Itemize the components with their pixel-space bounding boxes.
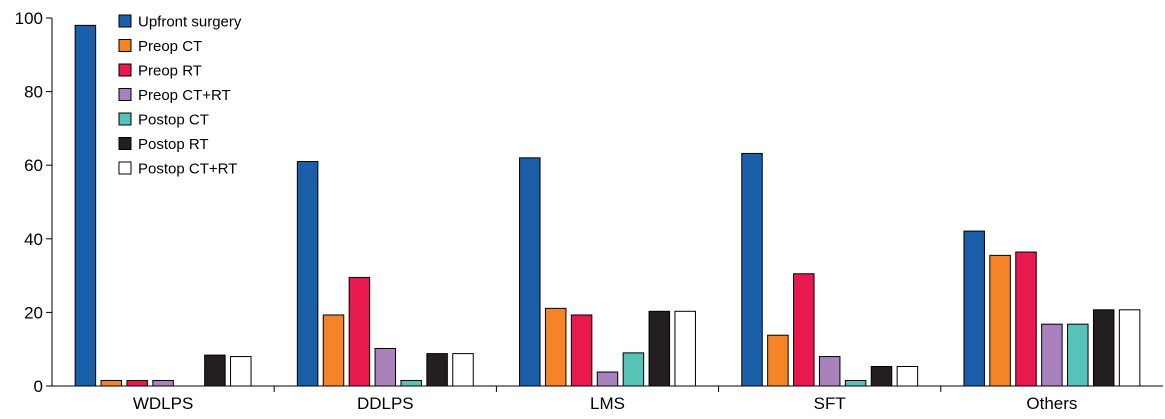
bar	[570, 314, 593, 387]
legend: Upfront surgery Preop CT Preop RT Preop CT+…	[118, 14, 242, 178]
x-tick-label: DDLPS	[357, 394, 414, 413]
legend-label: Preop CT	[138, 38, 202, 55]
legend-label: Upfront surgery	[138, 14, 242, 31]
legend-label: Preop CT+RT	[138, 87, 231, 104]
bar	[674, 310, 696, 387]
bar	[452, 353, 474, 387]
bar	[818, 356, 841, 387]
bar	[519, 157, 541, 387]
y-tick-label: 20	[24, 303, 43, 322]
legend-label: Preop RT	[138, 63, 202, 80]
bar	[1015, 251, 1037, 387]
bar	[400, 379, 422, 387]
legend-swatch	[118, 39, 132, 52]
bar	[844, 379, 867, 387]
bar	[767, 334, 789, 387]
bar	[1067, 323, 1089, 387]
bar	[152, 379, 174, 387]
bar	[963, 230, 985, 387]
legend-swatch	[118, 137, 132, 150]
y-tick-label: 80	[24, 83, 43, 102]
bar	[596, 371, 619, 387]
bar	[348, 276, 371, 387]
y-tick-label: 0	[34, 377, 43, 396]
y-tick-label: 40	[24, 230, 43, 249]
x-axis: WDLPS DDLPS LMS SFT Others	[52, 385, 1163, 413]
bar	[896, 365, 919, 387]
bar	[374, 347, 397, 387]
y-tick-label: 100	[15, 9, 43, 28]
bar	[426, 353, 448, 387]
bar	[204, 354, 226, 387]
bar	[1092, 309, 1115, 387]
bar	[1118, 309, 1141, 387]
bar	[870, 365, 893, 387]
legend-swatch	[118, 14, 132, 28]
x-tick-label: Others	[1026, 394, 1077, 413]
x-tick-label: LMS	[590, 394, 625, 413]
legend-swatch	[118, 63, 132, 77]
bar	[322, 314, 345, 387]
legend-label: Postop CT+RT	[138, 161, 237, 178]
bar	[74, 24, 97, 387]
bar	[622, 352, 645, 387]
bar	[544, 307, 567, 387]
legend-label: Postop RT	[138, 136, 209, 153]
y-axis: 0 20 40 60 80 100	[15, 9, 53, 396]
bar	[648, 310, 671, 387]
legend-swatch	[118, 161, 132, 175]
bar	[230, 356, 252, 387]
bar	[989, 254, 1011, 387]
legend-label: Postop CT	[138, 112, 209, 129]
bar	[296, 161, 319, 387]
bars	[74, 24, 1141, 387]
bar	[793, 273, 815, 387]
x-tick-label: WDLPS	[133, 394, 193, 413]
bar	[100, 379, 123, 387]
bar	[741, 152, 763, 387]
bar	[126, 379, 148, 387]
bar	[1041, 323, 1063, 387]
legend-swatch	[118, 112, 132, 126]
y-tick-label: 60	[24, 156, 43, 175]
legend-swatch	[118, 88, 132, 101]
x-tick-label: SFT	[814, 394, 846, 413]
